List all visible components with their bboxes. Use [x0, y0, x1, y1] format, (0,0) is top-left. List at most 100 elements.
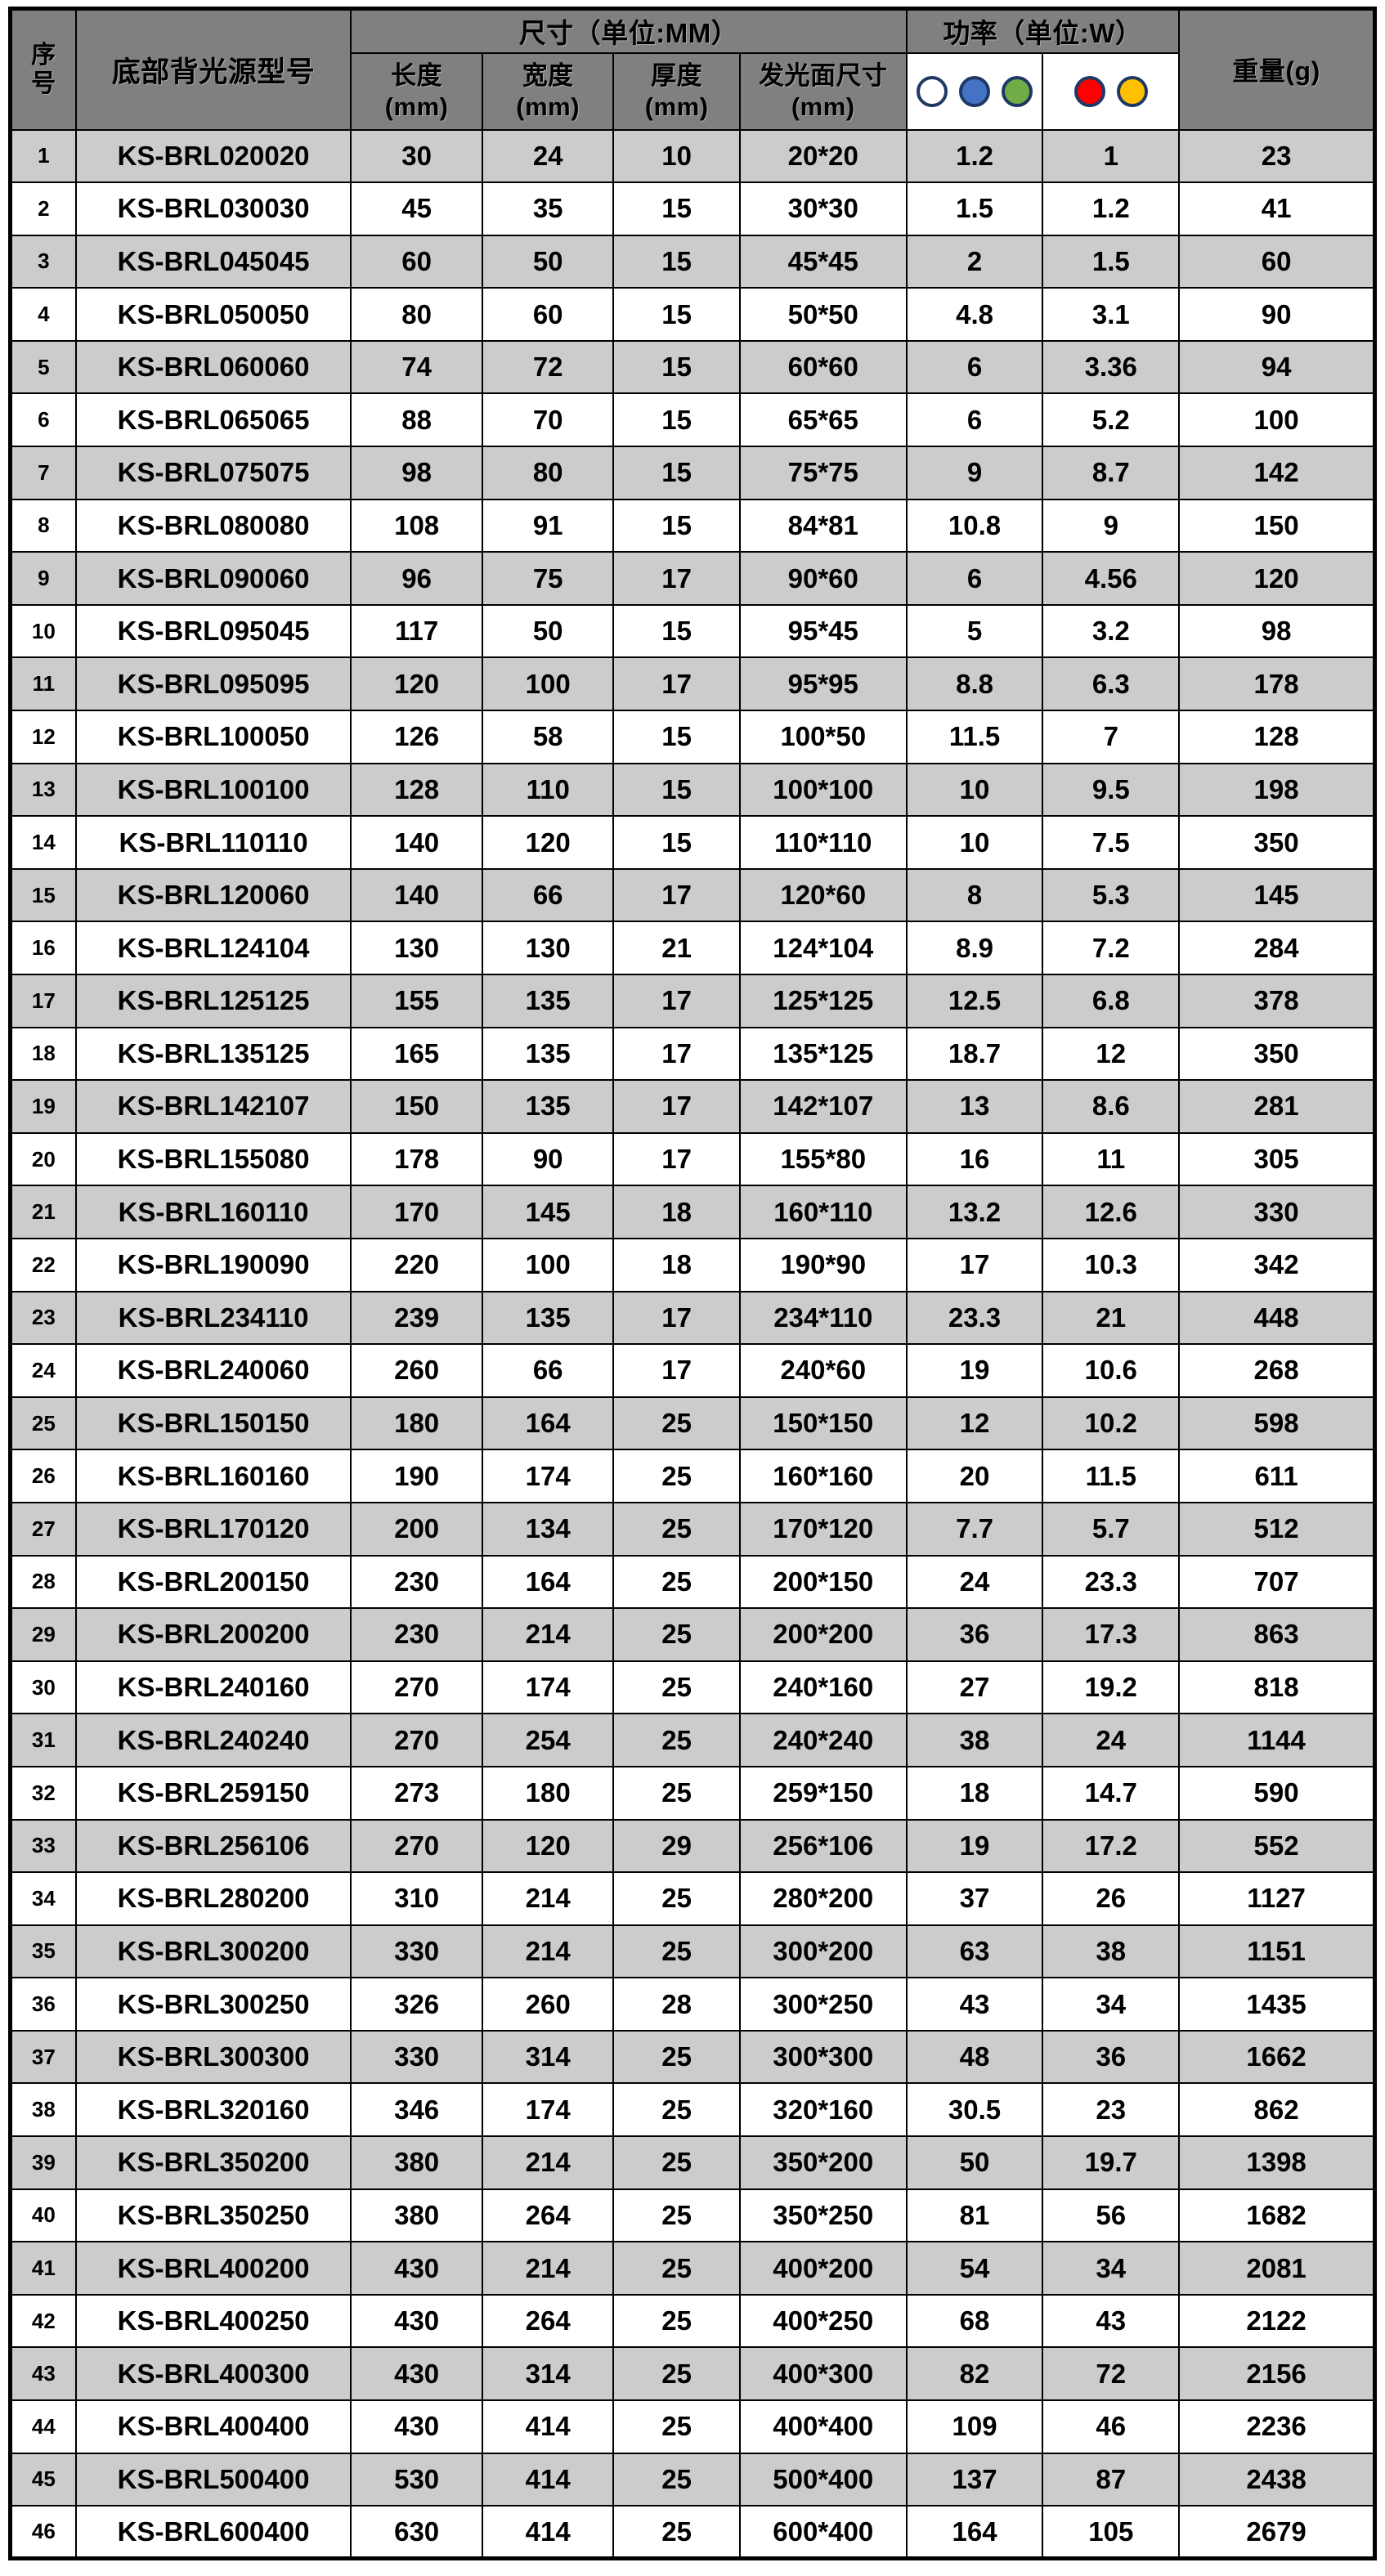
- row-model: KS-BRL065065: [74, 392, 352, 448]
- row-thickness: 25: [612, 2135, 741, 2190]
- row-thickness: 25: [612, 2505, 741, 2560]
- row-thickness: 17: [612, 1079, 741, 1134]
- row-index: 42: [9, 2293, 77, 2349]
- table-row: 41 KS-BRL400200 430 214 25 400*200 54 34 2081: [9, 2241, 1376, 2296]
- row-index: 17: [9, 974, 77, 1028]
- header-power-colors-wbg: [905, 52, 1044, 131]
- row-power-wbg: 19: [905, 1343, 1044, 1398]
- row-weight: 2236: [1178, 2399, 1376, 2454]
- table-row: 13 KS-BRL100100 128 110 15 100*100 10 9.5 198: [9, 762, 1376, 818]
- table-row: 5 KS-BRL060060 74 72 15 60*60 6 3.36 94: [9, 339, 1376, 395]
- row-emit-size: 350*200: [738, 2135, 908, 2190]
- row-model: KS-BRL050050: [74, 287, 352, 342]
- row-weight: 862: [1178, 2082, 1376, 2138]
- row-thickness: 25: [612, 1501, 741, 1557]
- row-thickness: 15: [612, 287, 741, 342]
- row-weight: 863: [1178, 1607, 1376, 1662]
- row-index: 41: [9, 2241, 77, 2296]
- row-width: 414: [481, 2452, 615, 2507]
- row-length: 155: [350, 974, 483, 1028]
- row-model: KS-BRL124104: [74, 921, 352, 975]
- row-weight: 284: [1178, 921, 1376, 975]
- row-emit-size: 124*104: [738, 921, 908, 975]
- row-power-ry: 12: [1042, 1026, 1181, 1082]
- row-model: KS-BRL095095: [74, 656, 352, 712]
- row-index: 12: [9, 710, 77, 764]
- row-power-wbg: 20: [905, 1449, 1044, 1503]
- table-row: 25 KS-BRL150150 180 164 25 150*150 12 10.2 598: [9, 1396, 1376, 1451]
- row-weight: 281: [1178, 1079, 1376, 1134]
- row-length: 310: [350, 1871, 483, 1926]
- row-index: 33: [9, 1818, 77, 1874]
- row-length: 430: [350, 2241, 483, 2296]
- row-power-wbg: 18: [905, 1765, 1044, 1821]
- header-length-label: 长度: [391, 60, 443, 90]
- row-model: KS-BRL280200: [74, 1871, 352, 1926]
- row-index: 29: [9, 1607, 77, 1662]
- row-power-ry: 23.3: [1042, 1554, 1181, 1610]
- row-index: 21: [9, 1185, 77, 1239]
- row-model: KS-BRL090060: [74, 551, 352, 606]
- table-row: 29 KS-BRL200200 230 214 25 200*200 36 17.3 863: [9, 1607, 1376, 1662]
- row-model: KS-BRL020020: [74, 128, 352, 184]
- row-power-ry: 17.2: [1042, 1818, 1181, 1874]
- row-length: 430: [350, 2293, 483, 2349]
- row-width: 414: [481, 2505, 615, 2560]
- row-width: 214: [481, 1924, 615, 1979]
- row-emit-size: 45*45: [738, 234, 908, 289]
- row-model: KS-BRL142107: [74, 1079, 352, 1134]
- row-index: 14: [9, 815, 77, 870]
- row-length: 220: [350, 1237, 483, 1292]
- row-emit-size: 135*125: [738, 1026, 908, 1082]
- row-power-wbg: 5: [905, 603, 1044, 659]
- row-weight: 98: [1178, 603, 1376, 659]
- row-weight: 552: [1178, 1818, 1376, 1874]
- row-weight: 1398: [1178, 2135, 1376, 2190]
- row-weight: 268: [1178, 1343, 1376, 1398]
- row-model: KS-BRL155080: [74, 1131, 352, 1187]
- amber-circle-icon: [1116, 75, 1148, 107]
- table-row: 16 KS-BRL124104 130 130 21 124*104 8.9 7.2 284: [9, 921, 1376, 975]
- row-power-wbg: 1.2: [905, 128, 1044, 184]
- table-row: 19 KS-BRL142107 150 135 17 142*107 13 8.6 281: [9, 1079, 1376, 1134]
- table-row: 1 KS-BRL020020 30 24 10 20*20 1.2 1 23: [9, 128, 1376, 184]
- row-length: 530: [350, 2452, 483, 2507]
- row-thickness: 15: [612, 498, 741, 553]
- row-model: KS-BRL080080: [74, 498, 352, 553]
- row-model: KS-BRL600400: [74, 2505, 352, 2560]
- row-index: 27: [9, 1501, 77, 1557]
- row-weight: 1127: [1178, 1871, 1376, 1926]
- header-index-line2: 号: [31, 70, 56, 98]
- row-index: 13: [9, 762, 77, 818]
- row-power-ry: 3.1: [1042, 287, 1181, 342]
- row-index: 1: [9, 128, 77, 184]
- row-emit-size: 600*400: [738, 2505, 908, 2560]
- row-model: KS-BRL240160: [74, 1660, 352, 1715]
- row-weight: 41: [1178, 181, 1376, 236]
- row-emit-size: 100*100: [738, 762, 908, 818]
- row-index: 23: [9, 1290, 77, 1346]
- row-power-wbg: 81: [905, 2188, 1044, 2243]
- row-length: 88: [350, 392, 483, 448]
- row-emit-size: 400*250: [738, 2293, 908, 2349]
- row-weight: 90: [1178, 287, 1376, 342]
- row-index: 45: [9, 2452, 77, 2507]
- row-width: 214: [481, 2241, 615, 2296]
- row-length: 380: [350, 2135, 483, 2190]
- row-power-ry: 5.3: [1042, 867, 1181, 923]
- row-model: KS-BRL350200: [74, 2135, 352, 2190]
- row-length: 30: [350, 128, 483, 184]
- row-length: 430: [350, 2399, 483, 2454]
- row-model: KS-BRL100050: [74, 710, 352, 764]
- row-index: 46: [9, 2505, 77, 2560]
- row-power-ry: 9: [1042, 498, 1181, 553]
- row-index: 5: [9, 339, 77, 395]
- row-emit-size: 95*45: [738, 603, 908, 659]
- row-thickness: 18: [612, 1185, 741, 1239]
- row-emit-size: 240*240: [738, 1713, 908, 1767]
- row-power-ry: 8.7: [1042, 446, 1181, 500]
- row-emit-size: 500*400: [738, 2452, 908, 2507]
- row-index: 19: [9, 1079, 77, 1134]
- row-model: KS-BRL160110: [74, 1185, 352, 1239]
- row-width: 66: [481, 1343, 615, 1398]
